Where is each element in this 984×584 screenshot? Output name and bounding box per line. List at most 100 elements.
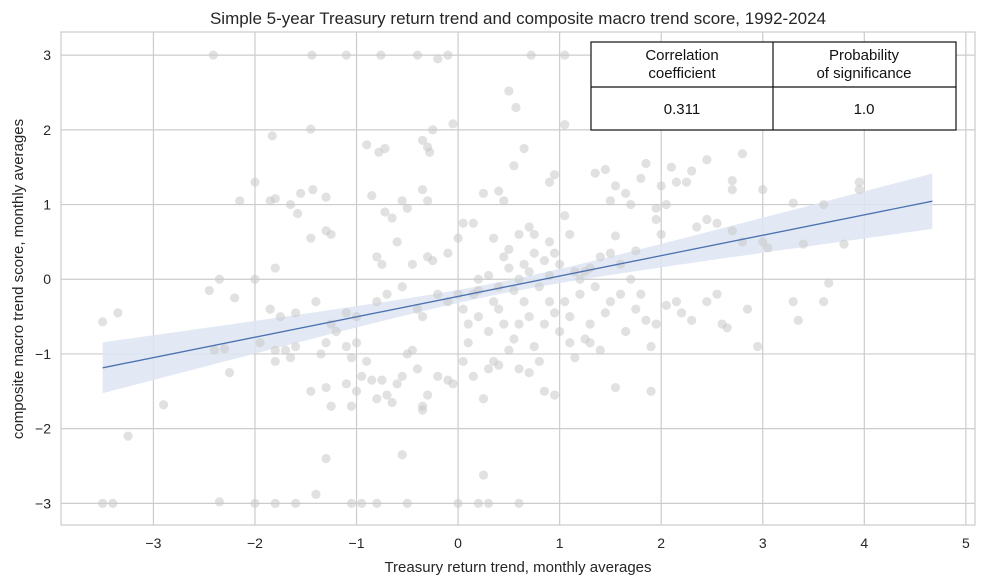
data-point <box>382 289 392 299</box>
data-point <box>560 297 570 307</box>
data-point <box>270 193 280 204</box>
table-header-probability: Probability of significance <box>816 47 911 82</box>
data-point <box>489 297 499 307</box>
data-point <box>448 379 458 389</box>
data-point <box>372 498 382 508</box>
data-point <box>549 170 560 180</box>
data-point <box>549 308 560 318</box>
data-point <box>458 304 468 314</box>
data-point <box>727 226 737 236</box>
data-point <box>397 450 407 460</box>
data-point <box>392 379 402 389</box>
data-point <box>509 334 519 344</box>
data-point <box>854 177 864 187</box>
data-point <box>428 125 438 135</box>
data-point <box>463 338 473 348</box>
data-point <box>423 390 433 400</box>
data-point <box>641 315 651 325</box>
data-point <box>494 360 504 370</box>
data-point <box>615 289 626 299</box>
data-point <box>397 371 407 381</box>
data-point <box>529 229 539 240</box>
data-point <box>651 214 661 225</box>
data-point <box>290 308 301 318</box>
stats-table: Correlation coefficient Probability of sig… <box>590 41 957 131</box>
data-point <box>681 177 692 187</box>
data-point <box>511 102 521 113</box>
chart-title: Simple 5-year Treasury return trend and … <box>210 9 826 28</box>
data-point <box>250 498 260 508</box>
data-point <box>712 289 722 299</box>
data-point <box>570 353 580 363</box>
data-point <box>387 213 397 223</box>
data-point <box>702 297 712 307</box>
x-tick-labels: −3 −2 −1 0 1 2 3 4 5 <box>145 535 970 551</box>
data-point <box>555 326 565 337</box>
data-point <box>275 311 285 322</box>
data-point <box>544 237 555 247</box>
data-point <box>549 248 560 258</box>
data-point <box>417 185 428 195</box>
data-point <box>631 304 641 314</box>
data-point <box>529 248 539 258</box>
y-tick-labels: −3 −2 −1 0 1 2 3 <box>35 47 51 511</box>
data-point <box>742 304 753 314</box>
data-point <box>372 252 382 262</box>
data-point <box>235 196 245 206</box>
data-point <box>306 233 316 243</box>
data-point <box>585 319 595 329</box>
data-point <box>473 311 483 322</box>
data-point <box>98 498 108 508</box>
data-point <box>98 317 108 327</box>
data-point <box>270 498 280 508</box>
data-point <box>321 338 331 348</box>
data-point <box>478 470 489 480</box>
data-point <box>529 341 539 352</box>
data-point <box>270 356 280 367</box>
data-point <box>504 244 514 254</box>
data-point <box>377 375 387 385</box>
data-point <box>499 196 509 206</box>
data-point <box>666 162 676 172</box>
data-point <box>560 50 570 60</box>
data-point <box>433 371 443 381</box>
data-point <box>417 135 428 145</box>
data-point <box>595 252 605 262</box>
data-point <box>473 498 483 508</box>
data-point <box>483 326 494 337</box>
data-point <box>712 218 722 228</box>
data-point <box>417 311 428 322</box>
data-point <box>367 375 377 385</box>
data-point <box>514 364 524 374</box>
data-point <box>423 196 433 206</box>
data-point <box>285 199 296 210</box>
x-axis-label: Treasury return trend, monthly averages <box>384 559 651 576</box>
regression-line-path <box>102 200 933 369</box>
x-tick-label: 3 <box>759 535 767 551</box>
data-point <box>204 285 214 296</box>
data-point <box>610 382 621 393</box>
data-point <box>555 259 565 269</box>
data-point <box>727 185 737 195</box>
data-point <box>311 489 321 499</box>
data-point <box>453 498 463 508</box>
x-tick-label: 4 <box>860 535 868 551</box>
data-point <box>448 119 458 129</box>
data-point <box>357 498 367 508</box>
data-point <box>676 308 687 318</box>
data-point <box>357 371 367 381</box>
y-tick-label: 1 <box>43 197 51 213</box>
data-point <box>376 50 386 60</box>
data-point <box>351 338 362 348</box>
data-point <box>407 345 417 355</box>
data-point <box>331 326 341 337</box>
data-point <box>636 173 646 184</box>
data-point <box>504 263 514 273</box>
data-point <box>367 190 377 201</box>
data-point <box>514 319 524 329</box>
data-point <box>595 345 605 355</box>
data-point <box>308 185 318 195</box>
data-point <box>524 267 534 277</box>
x-tick-label: 1 <box>556 535 564 551</box>
data-point <box>798 239 808 249</box>
